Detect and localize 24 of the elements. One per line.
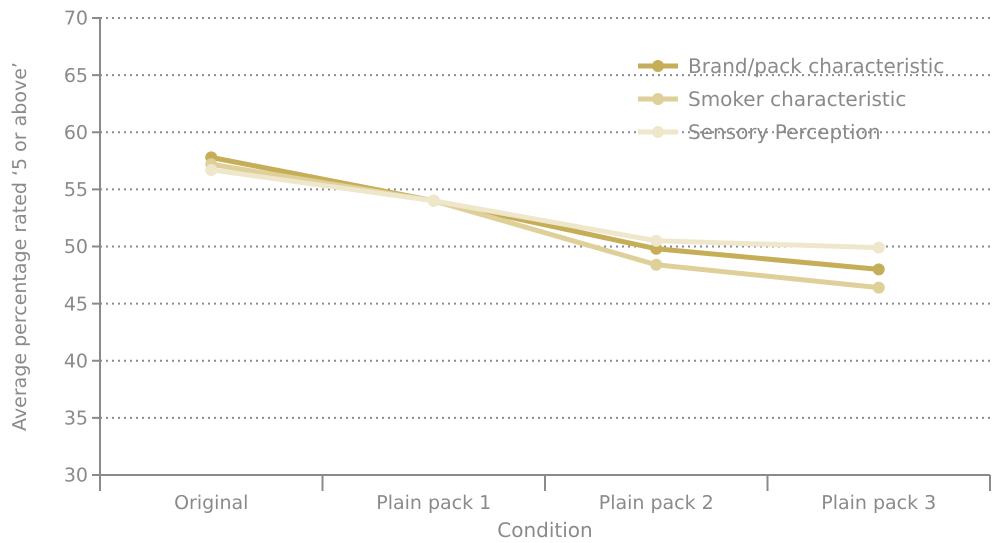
y-tick-label: 70 bbox=[64, 8, 88, 30]
point bbox=[872, 242, 885, 254]
point bbox=[872, 282, 885, 294]
y-tick-label: 50 bbox=[64, 236, 88, 258]
y-tick-label: 60 bbox=[64, 122, 88, 144]
y-tick-label: 55 bbox=[64, 179, 88, 202]
x-tick-label: Original bbox=[174, 492, 248, 514]
y-tick-label: 45 bbox=[64, 293, 88, 316]
x-tick-label: Plain pack 1 bbox=[376, 492, 492, 514]
y-tick-label: 65 bbox=[64, 64, 88, 87]
point bbox=[650, 234, 662, 247]
y-tick-label: 40 bbox=[64, 350, 88, 372]
point bbox=[205, 164, 218, 176]
y-axis-title: Average percentage rated ‘5 or above’ bbox=[9, 62, 31, 431]
y-tick-label: 35 bbox=[64, 408, 88, 430]
x-tick-label: Plain pack 2 bbox=[598, 492, 714, 514]
y-tick-label: 30 bbox=[64, 464, 88, 487]
point bbox=[650, 258, 662, 271]
legend-label: Smoker characteristic bbox=[688, 87, 906, 111]
x-tick-label: Plain pack 3 bbox=[821, 492, 936, 514]
legend-label: Brand/pack characteristic bbox=[688, 54, 944, 78]
legend-label: Sensory Perception bbox=[688, 120, 880, 144]
x-axis-title: Condition bbox=[497, 518, 593, 542]
point bbox=[872, 263, 885, 276]
